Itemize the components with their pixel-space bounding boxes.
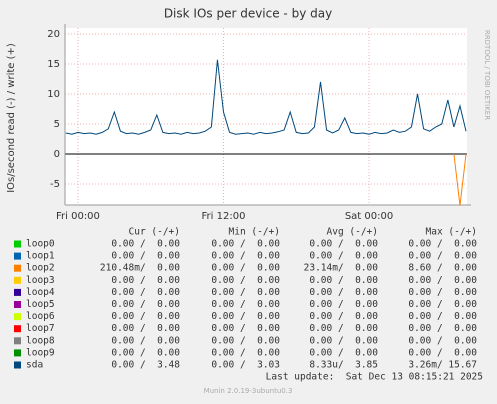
chart-title: Disk IOs per device - by day <box>164 7 332 21</box>
legend-stat: 0.00 / 0.00 <box>408 299 477 310</box>
legend-name: loop1 <box>26 251 55 262</box>
legend-stat: 0.00 / 0.00 <box>111 347 180 358</box>
y-tick-label: 5 <box>54 119 60 130</box>
legend-stat: 0.00 / 0.00 <box>111 239 180 250</box>
legend-name: loop3 <box>26 275 55 286</box>
legend-swatch <box>14 301 21 308</box>
legend-header: Min (-/+) <box>229 227 280 238</box>
legend-name: loop9 <box>26 347 55 358</box>
legend-stat: 0.00 / 0.00 <box>111 251 180 262</box>
legend-swatch <box>14 325 21 333</box>
legend-stat: 0.00 / 0.00 <box>408 323 477 334</box>
x-tick-label: Sat 00:00 <box>345 211 393 222</box>
plot-area <box>65 28 467 205</box>
series-line <box>65 59 467 135</box>
legend-name: loop6 <box>26 311 55 322</box>
y-tick-label: 10 <box>47 89 60 100</box>
x-tick-label: Fri 12:00 <box>202 211 246 222</box>
y-tick-label: -5 <box>50 179 60 190</box>
legend-stat: 0.00 / 0.00 <box>111 275 180 286</box>
legend-stat: 0.00 / 0.00 <box>408 251 477 262</box>
legend-stat: 0.00 / 0.00 <box>309 239 378 250</box>
legend-stat: 0.00 / 0.00 <box>408 347 477 358</box>
legend-name: loop5 <box>26 299 55 310</box>
legend-swatch <box>14 276 21 284</box>
legend-name: loop0 <box>26 239 55 250</box>
legend-swatch <box>14 349 21 357</box>
y-tick-label: 20 <box>47 29 60 40</box>
legend-swatch <box>14 264 21 272</box>
legend-stat: 0.00 / 0.00 <box>111 335 180 346</box>
legend-stat: 0.00 / 0.00 <box>309 287 378 298</box>
legend-swatch <box>14 361 21 369</box>
legend-stat: 0.00 / 3.03 <box>211 360 280 371</box>
legend-stat: 0.00 / 0.00 <box>211 263 280 274</box>
legend-stat: 0.00 / 0.00 <box>309 335 378 346</box>
side-text: RRDTOOL / TOBI OETIKER <box>483 30 491 120</box>
legend-stat: 0.00 / 0.00 <box>211 347 280 358</box>
legend-stat: 0.00 / 0.00 <box>111 323 180 334</box>
legend-swatch <box>14 252 21 260</box>
legend-stat: 0.00 / 0.00 <box>211 275 280 286</box>
legend-header: Cur (-/+) <box>129 227 180 238</box>
legend-stat: 0.00 / 0.00 <box>211 251 280 262</box>
legend-stat: 210.48m/ 0.00 <box>100 263 180 274</box>
legend-swatch <box>14 313 21 321</box>
legend-stat: 0.00 / 3.48 <box>111 360 180 371</box>
legend-stat: 0.00 / 0.00 <box>211 311 280 322</box>
legend-name: loop8 <box>26 335 55 346</box>
y-axis-label: IOs/second read (-) / write (+) <box>6 43 17 193</box>
legend-stat: 0.00 / 0.00 <box>309 323 378 334</box>
legend-name: loop4 <box>26 287 55 298</box>
legend-header: Avg (-/+) <box>327 227 378 238</box>
legend-stat: 8.60 / 0.00 <box>408 263 477 274</box>
legend-stat: 0.00 / 0.00 <box>408 311 477 322</box>
legend-name: loop7 <box>26 323 55 334</box>
legend-stat: 0.00 / 0.00 <box>309 251 378 262</box>
legend-stat: 0.00 / 0.00 <box>309 347 378 358</box>
legend-stat: 0.00 / 0.00 <box>309 311 378 322</box>
y-tick-label: 15 <box>47 59 60 70</box>
x-tick-label: Fri 00:00 <box>56 211 100 222</box>
legend-stat: 0.00 / 0.00 <box>111 287 180 298</box>
legend-stat: 0.00 / 0.00 <box>309 275 378 286</box>
legend-header: Max (-/+) <box>426 227 477 238</box>
legend-name: sda <box>26 360 43 371</box>
footer: Munin 2.0.19-3ubuntu0.3 <box>204 387 293 395</box>
last-update: Last update: Sat Dec 13 08:15:21 2025 <box>266 372 483 383</box>
legend-swatch <box>14 240 21 248</box>
legend-stat: 23.14m/ 0.00 <box>304 263 379 274</box>
legend-stat: 0.00 / 0.00 <box>111 299 180 310</box>
legend-stat: 0.00 / 0.00 <box>408 335 477 346</box>
legend-swatch <box>14 288 21 296</box>
legend-name: loop2 <box>26 263 55 274</box>
legend-stat: 8.33u/ 3.85 <box>309 360 378 371</box>
series-line <box>453 153 467 206</box>
legend-stat: 0.00 / 0.00 <box>408 239 477 250</box>
legend-stat: 0.00 / 0.00 <box>408 287 477 298</box>
legend-stat: 0.00 / 0.00 <box>211 335 280 346</box>
legend-stat: 0.00 / 0.00 <box>408 275 477 286</box>
legend-swatch <box>14 337 21 345</box>
legend-stat: 3.26m/ 15.67 <box>408 360 477 371</box>
legend-stat: 0.00 / 0.00 <box>211 239 280 250</box>
legend-stat: 0.00 / 0.00 <box>211 323 280 334</box>
legend-stat: 0.00 / 0.00 <box>211 287 280 298</box>
y-tick-label: 0 <box>54 149 60 160</box>
legend-stat: 0.00 / 0.00 <box>111 311 180 322</box>
legend-stat: 0.00 / 0.00 <box>309 299 378 310</box>
legend-stat: 0.00 / 0.00 <box>211 299 280 310</box>
